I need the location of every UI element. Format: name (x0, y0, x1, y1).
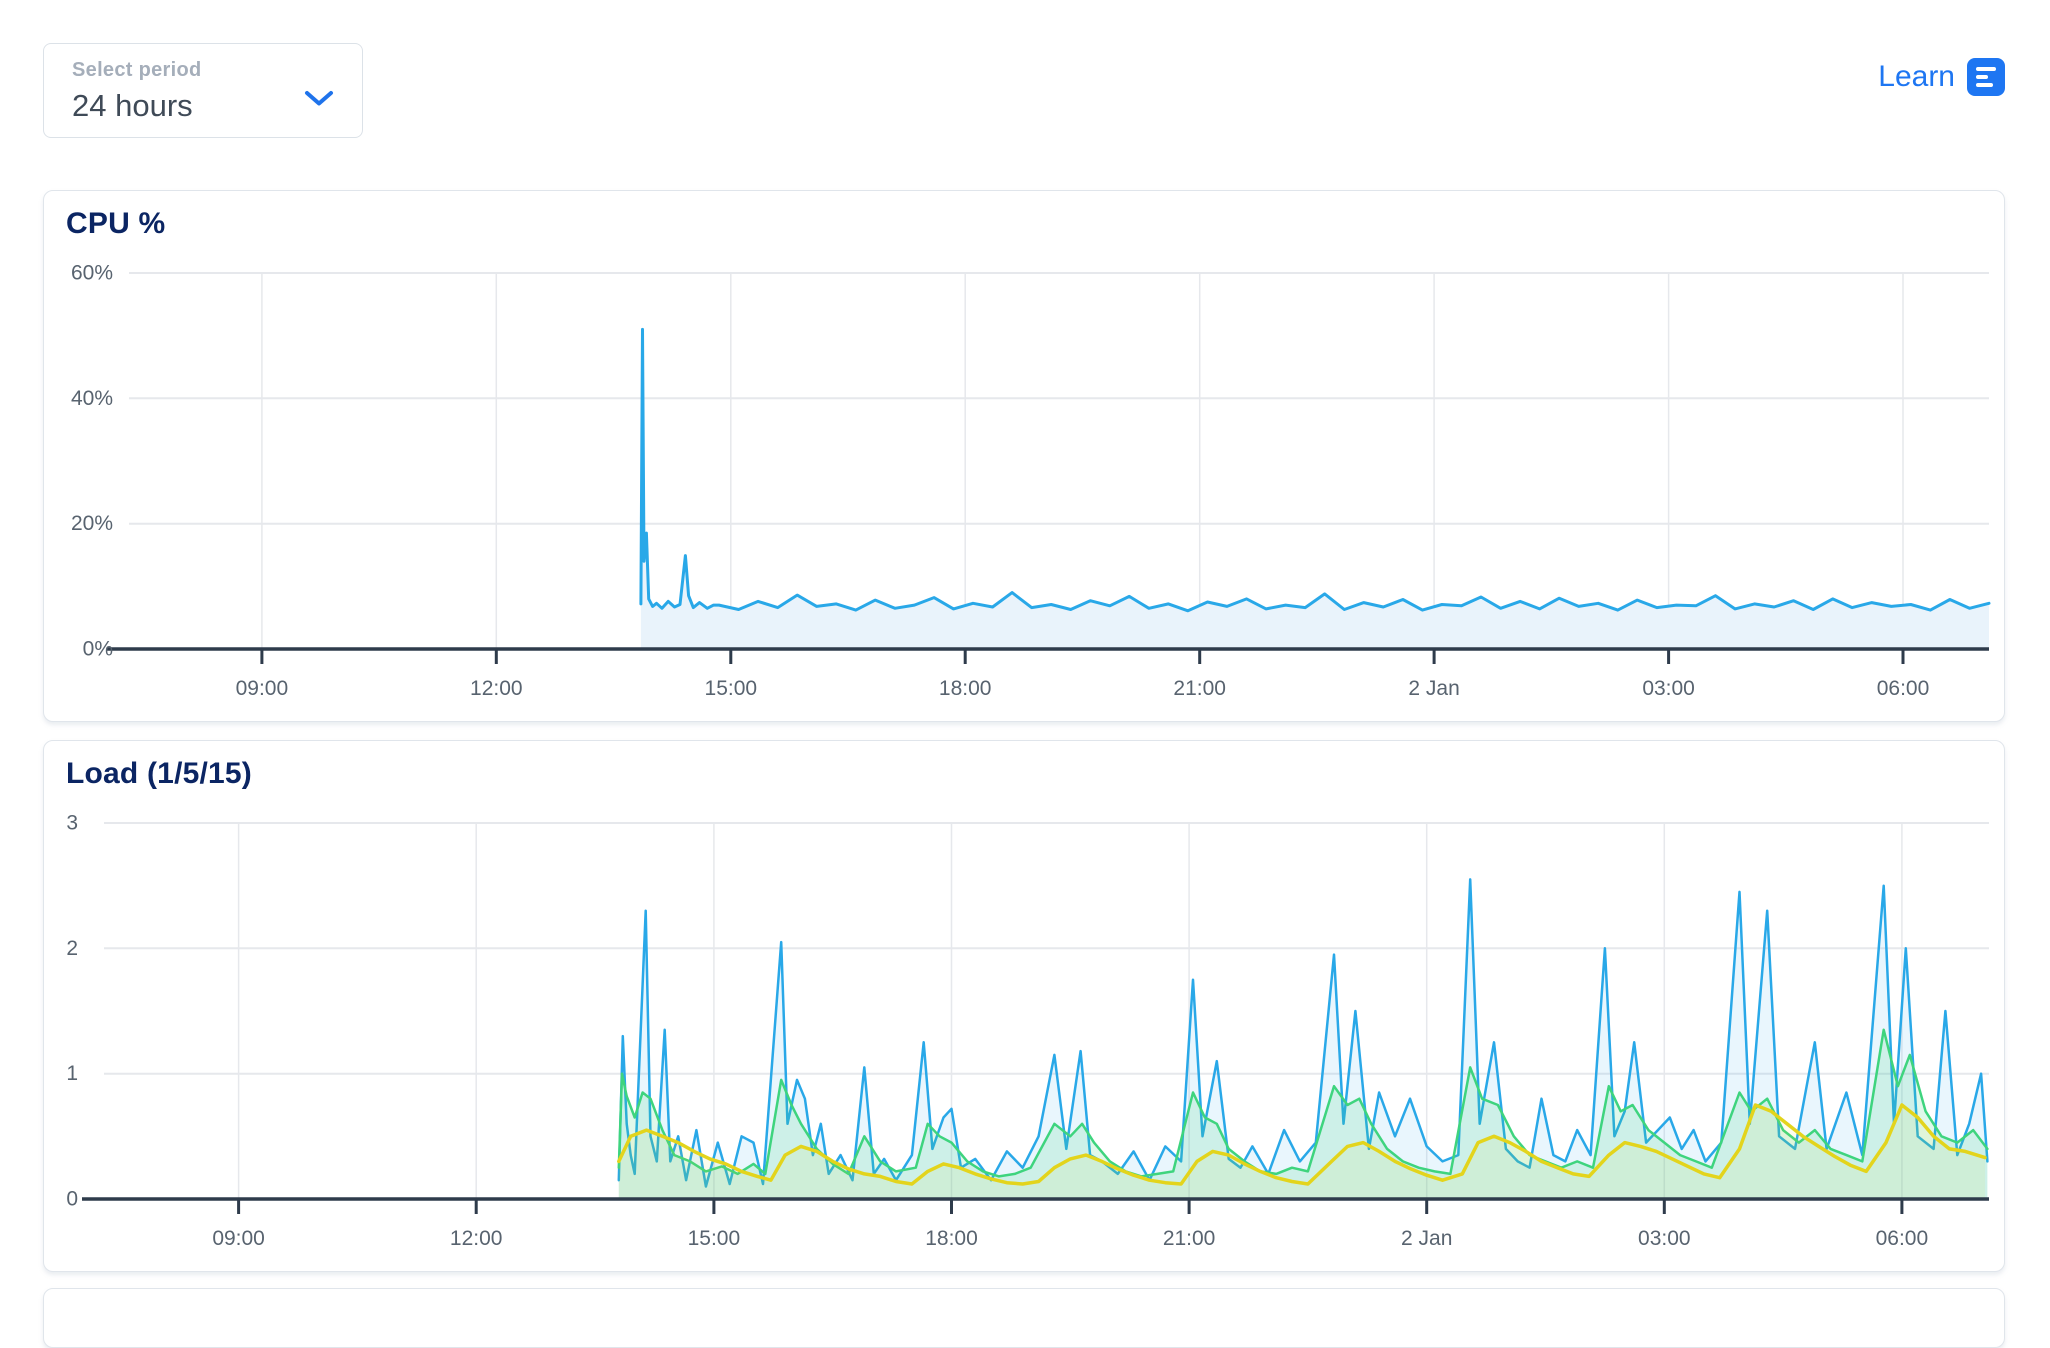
learn-label: Learn (1878, 60, 1955, 93)
x-tick-label: 09:00 (212, 1227, 265, 1250)
y-tick-label: 1 (66, 1062, 78, 1085)
next-chart-card-partial (43, 1288, 2005, 1348)
x-tick-label: 06:00 (1876, 1227, 1929, 1250)
chevron-down-icon (305, 91, 333, 106)
x-tick-label: 21:00 (1163, 1227, 1216, 1250)
load-chart-title: Load (1/5/15) (66, 757, 252, 790)
x-tick-label: 06:00 (1877, 677, 1930, 700)
x-tick-label: 03:00 (1642, 677, 1695, 700)
y-tick-label: 40% (71, 387, 113, 410)
y-tick-label: 0% (83, 638, 113, 661)
learn-doc-icon (1967, 58, 2005, 96)
load-chart-card: Load (1/5/15) 09:00 12:00 15:00 18:00 21:00 2… (43, 740, 2005, 1272)
x-tick-label: 2 Jan (1408, 677, 1459, 700)
x-tick-label: 12:00 (470, 677, 523, 700)
x-tick-label: 12:00 (450, 1227, 503, 1250)
cpu-chart: 09:00 12:00 15:00 18:00 21:00 2 Jan 03:00 06:00… (71, 262, 1991, 700)
cpu-chart-card: CPU % 09:00 12:00 15:00 18:00 21:00 2 Jan 03:0… (43, 190, 2005, 722)
period-selector[interactable]: Select period 24 hours (43, 43, 363, 138)
x-tick-label: 03:00 (1638, 1227, 1691, 1250)
y-tick-label: 60% (71, 262, 113, 285)
y-tick-label: 0 (66, 1188, 78, 1211)
period-selector-value: 24 hours (72, 88, 193, 123)
x-tick-label: 21:00 (1173, 677, 1226, 700)
learn-link[interactable]: Learn (1878, 58, 2005, 96)
load-15min-area (618, 1105, 1985, 1199)
load-chart: 09:00 12:00 15:00 18:00 21:00 2 Jan 03:00 06:00… (66, 812, 1989, 1250)
load-1min-line (617, 878, 1989, 1188)
load-15min-line (617, 1103, 1987, 1186)
x-tick-label: 15:00 (705, 677, 758, 700)
cpu-chart-title: CPU % (66, 207, 166, 240)
x-tick-label: 2 Jan (1401, 1227, 1452, 1250)
y-tick-label: 3 (66, 812, 78, 835)
y-tick-label: 20% (71, 512, 113, 535)
x-tick-label: 09:00 (236, 677, 289, 700)
x-tick-label: 18:00 (925, 1227, 978, 1250)
period-selector-label: Select period (72, 59, 202, 81)
load-5min-area (618, 1029, 1988, 1199)
x-tick-label: 15:00 (688, 1227, 741, 1250)
cpu-area (640, 329, 1989, 649)
y-tick-label: 2 (66, 937, 78, 960)
cpu-line (639, 327, 1991, 613)
x-tick-label: 18:00 (939, 677, 992, 700)
